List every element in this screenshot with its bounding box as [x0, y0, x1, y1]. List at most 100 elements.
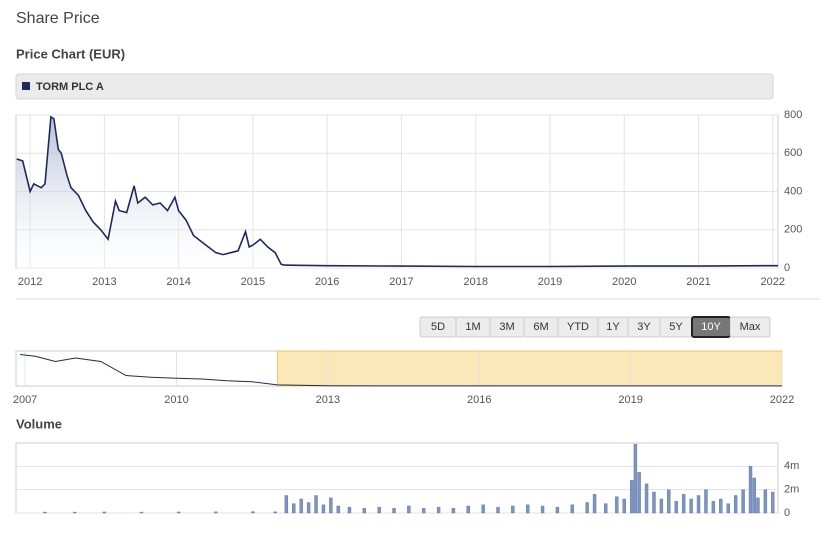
range-button[interactable]: YTD — [557, 316, 599, 338]
volume-bar — [251, 511, 255, 514]
y-tick-label: 4m — [784, 460, 799, 472]
volume-bar — [585, 502, 589, 514]
volume-bar — [748, 466, 753, 514]
page-title: Share Price — [16, 10, 100, 27]
volume-bar — [644, 483, 649, 514]
volume-bar — [102, 511, 107, 514]
volume-bar — [496, 506, 500, 514]
y-tick-label: 200 — [784, 224, 802, 236]
volume-bar — [629, 480, 634, 514]
volume-bar — [741, 489, 745, 514]
volume-bar — [659, 498, 664, 514]
range-button[interactable]: 5D — [419, 316, 457, 338]
volume-bar — [347, 506, 352, 514]
range-button-label[interactable]: 3Y — [637, 321, 651, 333]
y-tick-label: 400 — [784, 185, 802, 197]
x-tick-label: 2012 — [18, 276, 42, 288]
x-tick-label: 2019 — [538, 276, 562, 288]
volume-bar — [622, 498, 626, 514]
volume-bar — [756, 497, 760, 514]
volume-title: Volume — [16, 416, 62, 431]
volume-bar — [726, 503, 730, 514]
volume-bar — [139, 511, 144, 514]
x-tick-label: 2021 — [686, 276, 710, 288]
volume-bar — [615, 496, 619, 514]
volume-bar — [711, 501, 716, 514]
volume-bar — [176, 511, 181, 514]
volume-bar — [637, 471, 641, 514]
price-line — [16, 115, 778, 268]
volume-bar — [292, 503, 296, 514]
range-button-label[interactable]: 10Y — [701, 321, 721, 333]
y-tick-label: 2m — [784, 484, 799, 496]
volume-bar — [72, 511, 77, 514]
volume-bar — [652, 491, 656, 514]
volume-bar — [733, 495, 738, 514]
range-button-label[interactable]: 5D — [431, 321, 445, 333]
x-tick-label: 2019 — [618, 394, 642, 406]
range-button-label[interactable]: 1M — [465, 321, 480, 333]
volume-bar — [752, 477, 756, 514]
volume-bar — [481, 504, 485, 514]
volume-bar — [592, 494, 597, 514]
y-tick-label: 800 — [784, 109, 802, 121]
legend-bar — [15, 73, 774, 100]
range-button[interactable]: 1Y — [597, 316, 629, 338]
price-area — [16, 116, 778, 269]
volume-bar — [451, 508, 456, 514]
range-button[interactable]: 6M — [523, 316, 559, 338]
range-button[interactable]: Max — [729, 316, 771, 338]
volume-bar — [407, 505, 411, 514]
price-line — [19, 354, 782, 387]
volume-bar — [43, 511, 47, 514]
range-button-label[interactable]: YTD — [567, 321, 589, 333]
x-tick-label: 2020 — [612, 276, 636, 288]
volume-bar — [771, 491, 775, 514]
x-tick-label: 2018 — [463, 276, 487, 288]
volume-bar — [306, 502, 311, 514]
x-tick-label: 2015 — [241, 276, 265, 288]
x-tick-label: 2014 — [166, 276, 190, 288]
volume-bar — [321, 504, 326, 514]
range-button[interactable]: 5Y — [659, 316, 693, 338]
volume-bar — [526, 504, 530, 514]
selected-range[interactable] — [276, 350, 783, 387]
x-tick-label: 2022 — [770, 394, 794, 406]
range-button[interactable]: 3M — [489, 316, 525, 338]
legend-swatch — [22, 82, 30, 90]
range-button-label[interactable]: 5Y — [669, 321, 683, 333]
range-button[interactable]: 10Y — [691, 316, 731, 338]
volume-bar — [436, 506, 441, 514]
range-button-label[interactable]: Max — [740, 321, 761, 333]
volume-bar — [299, 498, 303, 514]
plot-frame — [15, 442, 779, 514]
volume-bar — [377, 506, 381, 514]
x-tick-label: 2022 — [761, 276, 785, 288]
volume-bar — [392, 508, 396, 514]
x-tick-label: 2013 — [316, 394, 340, 406]
volume-bar — [674, 501, 678, 514]
range-button[interactable]: 3Y — [627, 316, 661, 338]
volume-bar — [214, 511, 218, 514]
volume-bar — [466, 505, 470, 514]
range-button-label[interactable]: 1Y — [606, 321, 620, 333]
volume-bar — [273, 511, 277, 514]
chart-title: Price Chart (EUR) — [16, 46, 125, 61]
volume-bar — [704, 489, 708, 514]
volume-bar — [667, 489, 671, 514]
volume-bar — [511, 505, 515, 514]
range-button-label[interactable]: 6M — [533, 321, 548, 333]
x-tick-label: 2013 — [92, 276, 116, 288]
y-tick-label: 0 — [784, 262, 790, 274]
y-tick-label: 0 — [784, 507, 790, 519]
volume-bar — [633, 443, 638, 514]
legend-label[interactable]: TORM PLC A — [36, 81, 104, 93]
volume-bar — [314, 495, 318, 514]
range-button[interactable]: 1M — [455, 316, 491, 338]
range-button-label[interactable]: 3M — [499, 321, 514, 333]
range-button-bg[interactable] — [729, 316, 771, 338]
x-tick-label: 2016 — [467, 394, 491, 406]
volume-bar — [540, 505, 545, 514]
volume-bar — [555, 506, 560, 514]
